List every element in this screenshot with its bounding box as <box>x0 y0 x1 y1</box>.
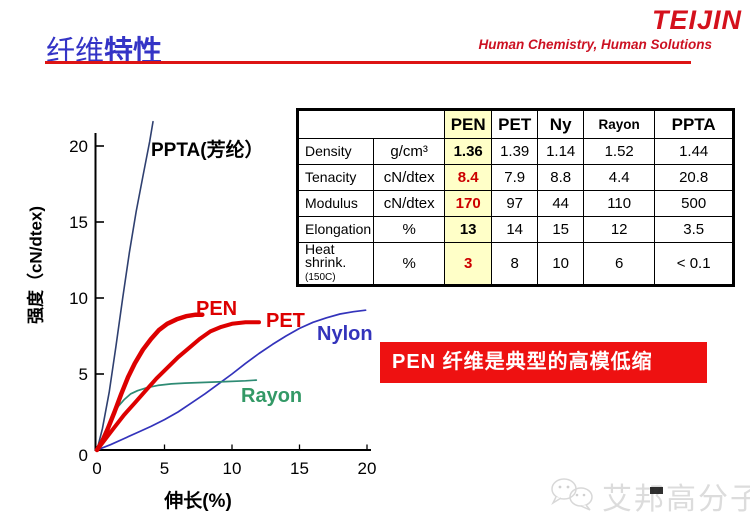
table-cell-value: 6 <box>583 242 656 286</box>
watermark-speck <box>650 487 663 494</box>
table-cell-property: Heat shrink.(150C) <box>296 242 375 286</box>
table-cell-unit: cN/dtex <box>373 190 446 217</box>
fiber-properties-table: PEN PET Ny Rayon PPTA Density g/cm³ 1.36 1.39 1.1… <box>296 108 736 287</box>
table-cell-value: 8.8 <box>537 164 585 191</box>
table-cell-value: 44 <box>537 190 585 217</box>
table-cell-value: 1.14 <box>537 138 585 165</box>
y-tick-label: 5 <box>78 364 88 384</box>
table-header-cell-Ny: Ny <box>537 109 585 139</box>
x-tick-label: 20 <box>357 459 377 478</box>
x-tick-label: 10 <box>222 459 242 478</box>
x-axis-label: 伸长(%) <box>164 491 232 512</box>
x-tick-label: 15 <box>290 459 309 478</box>
table-cell-value: 3.5 <box>654 216 735 243</box>
table-cell-value: < 0.1 <box>654 242 735 286</box>
curve-label-PET: PET <box>266 310 305 332</box>
table-cell-value: 500 <box>654 190 735 217</box>
table-cell-value: 20.8 <box>654 164 735 191</box>
table-header-cell-PET: PET <box>491 109 539 139</box>
x-tick-label: 0 <box>92 459 102 478</box>
table-cell-property: Tenacity <box>296 164 375 191</box>
properties-table: PEN PET Ny Rayon PPTA Density g/cm³ 1.36 1.39 1.1… <box>296 108 736 287</box>
table-cell-value: 14 <box>491 216 539 243</box>
table-cell-value: 170 <box>444 190 493 217</box>
x-tick-label: 5 <box>159 459 170 478</box>
table-cell-value: 8 <box>491 242 539 286</box>
y-tick-label: 20 <box>69 136 88 156</box>
table-header-row: PEN PET Ny Rayon PPTA <box>296 109 735 139</box>
highlight-banner: PEN 纤维是典型的高模低缩 <box>380 342 707 383</box>
table-cell-value: 10 <box>537 242 585 286</box>
header-rule <box>45 61 691 64</box>
table-cell-value: 8.4 <box>444 164 493 191</box>
curve-Nylon <box>96 309 367 451</box>
table-row-elongation: Elongation% 13 14 15 12 3.5 <box>296 216 735 243</box>
curve-label-Rayon: Rayon <box>241 385 303 407</box>
table-cell-unit: % <box>373 242 446 286</box>
table-cell-value: 3 <box>444 242 493 286</box>
table-cell-value: 13 <box>444 216 493 243</box>
table-cell-property: Elongation <box>296 216 375 243</box>
y-axis-label: 强度（cN/dtex) <box>26 205 46 325</box>
curve-PPTA <box>96 120 154 451</box>
curve-PET <box>95 320 261 452</box>
table-cell-property: Density <box>296 138 375 165</box>
y-tick-label: 0 <box>78 446 88 465</box>
table-cell-value: 1.44 <box>654 138 735 165</box>
table-cell-unit: % <box>373 216 446 243</box>
watermark-text: 艾邦高分子 <box>602 483 750 516</box>
teijin-logo-wordmark: TEIJIN <box>651 5 742 35</box>
teijin-logo: TEIJIN Human Chemistry, Human Solutions <box>478 6 742 52</box>
teijin-logo-tagline: Human Chemistry, Human Solutions <box>478 37 712 52</box>
table-header-cell-PEN: PEN <box>444 109 493 139</box>
curve-PEN <box>94 312 205 453</box>
curve-label-PPTA: PPTA(芳纶） <box>151 140 264 161</box>
curve-label-Nylon: Nylon <box>317 323 373 345</box>
y-tick-label: 15 <box>69 212 88 232</box>
table-row-heat-shrink-: Heat shrink.(150C)% 3 8 10 6 < 0.1 <box>296 242 735 286</box>
table-header-cell-Rayon: Rayon <box>583 109 656 139</box>
y-tick-label: 10 <box>69 288 88 308</box>
wechat-bubbles-icon <box>551 478 593 511</box>
curve-label-PEN: PEN <box>196 298 238 320</box>
